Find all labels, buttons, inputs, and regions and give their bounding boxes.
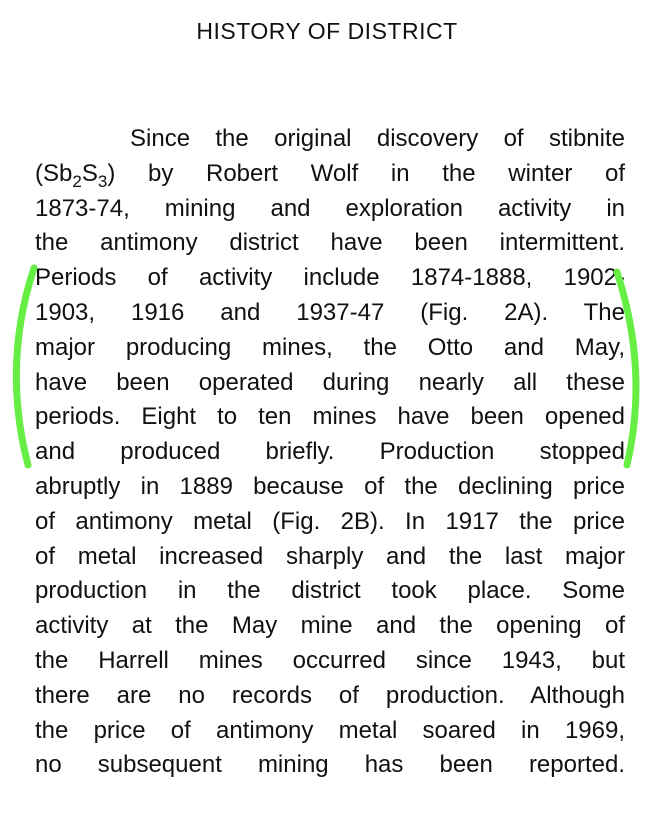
text-line: 1873-74, mining and exploration activity… xyxy=(35,194,625,222)
text-line: Periods of activity include 1874-1888, 1… xyxy=(35,264,625,292)
text-line: of metal increased sharply and the last … xyxy=(35,542,625,570)
text-line: no subsequent mining has been reported. xyxy=(35,751,625,779)
text-line: and produced briefly. Production stopped xyxy=(35,438,625,466)
formula-subscript: 2 xyxy=(72,171,82,191)
text-line: the Harrell mines occurred since 1943, b… xyxy=(35,646,625,674)
text-line: of antimony metal (Fig. 2B). In 1917 the… xyxy=(35,507,625,535)
text-line: abruptly in 1889 because of the declinin… xyxy=(35,472,625,500)
text-line: major producing mines, the Otto and May, xyxy=(35,333,625,361)
text-line: (Sb2S3) by Robert Wolf in the winter of xyxy=(35,157,625,192)
text-line: periods. Eight to ten mines have been op… xyxy=(35,403,625,431)
history-paragraph: Since the original discovery of stibnite… xyxy=(35,122,625,783)
text-line: Since the original discovery of stibnite xyxy=(130,125,625,152)
text-part: ) by Robert Wolf in the winter of xyxy=(107,159,625,187)
text-line: production in the district took place. S… xyxy=(35,577,625,605)
section-title: HISTORY OF DISTRICT xyxy=(196,18,458,44)
formula-part: S xyxy=(81,159,98,187)
text-line: there are no records of production. Alth… xyxy=(35,681,625,709)
text-line: activity at the May mine and the opening… xyxy=(35,612,625,640)
formula-subscript: 3 xyxy=(97,171,108,191)
text-line: the antimony district have been intermit… xyxy=(35,229,625,257)
right-highlight-bracket xyxy=(613,268,640,469)
text-line: have been operated during nearly all the… xyxy=(35,368,625,396)
text-line: the price of antimony metal soared in 19… xyxy=(35,716,625,744)
formula-part: (Sb xyxy=(35,159,73,187)
left-highlight-bracket xyxy=(12,264,38,469)
text-line: 1903, 1916 and 1937-47 (Fig. 2A). The xyxy=(35,298,625,326)
